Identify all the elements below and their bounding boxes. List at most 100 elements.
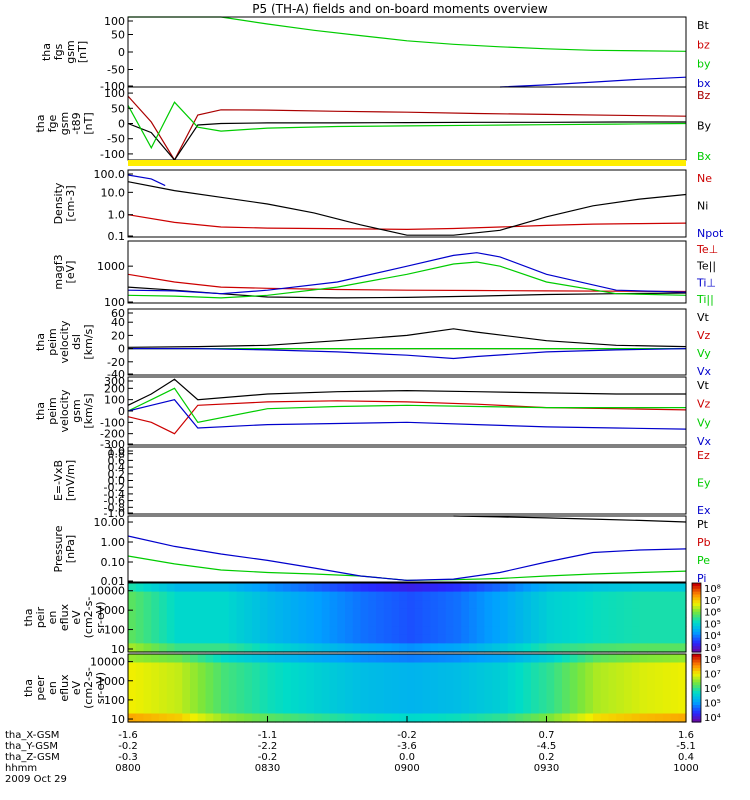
heatmap-cell — [531, 600, 540, 610]
heatmap-cell — [430, 617, 439, 627]
heatmap-cell — [298, 643, 307, 653]
heatmap-cell — [259, 696, 269, 706]
colorbar-step — [692, 646, 701, 650]
heatmap-cell — [329, 617, 338, 627]
heatmap-cell — [515, 643, 524, 653]
heatmap-cell — [352, 600, 362, 610]
y-tick-label: 0.6 — [108, 454, 126, 467]
colorbar-label: 10⁸ — [704, 584, 721, 595]
heatmap-cell — [368, 671, 377, 681]
heatmap-cell — [531, 626, 540, 636]
heatmap-cell — [236, 713, 245, 723]
heatmap-cell — [182, 617, 191, 627]
heatmap-cell — [469, 713, 478, 723]
heatmap-cell — [492, 617, 501, 627]
heatmap-cell — [438, 591, 447, 601]
heatmap-cell — [368, 608, 377, 619]
heatmap-cell — [507, 583, 517, 593]
heatmap-cell — [655, 608, 664, 619]
heatmap-cell — [128, 600, 137, 610]
heatmap-cell — [368, 705, 377, 715]
heatmap-cell — [469, 705, 478, 715]
heatmap-cell — [205, 662, 214, 672]
heatmap-cell — [678, 600, 687, 610]
heatmap-cell — [414, 643, 424, 653]
heatmap-cell — [569, 662, 579, 672]
heatmap-cell — [507, 679, 517, 689]
heatmap-cell — [221, 608, 230, 619]
heatmap-cell — [484, 671, 493, 681]
heatmap-cell — [151, 696, 160, 706]
heatmap-cell — [228, 643, 238, 653]
heatmap-cell — [383, 662, 393, 672]
heatmap-cell — [283, 634, 292, 644]
heatmap-cell — [461, 634, 470, 644]
heatmap-cell — [500, 705, 509, 715]
heatmap-cell — [221, 600, 230, 610]
heatmap-cell — [562, 634, 571, 644]
heatmap-cell — [422, 654, 431, 664]
legend-entry: Pt — [697, 518, 709, 531]
heatmap-cell — [593, 608, 602, 619]
heatmap-cell — [252, 705, 261, 715]
heatmap-cell — [554, 583, 563, 593]
heatmap-cell — [492, 600, 501, 610]
chart-title: P5 (TH-A) fields and on-board moments ov… — [252, 2, 548, 16]
heatmap-cell — [562, 600, 571, 610]
heatmap-cell — [507, 643, 517, 653]
y-axis-label: tha — [34, 114, 47, 132]
y-axis-label: tha — [22, 608, 35, 626]
heatmap-cell — [461, 600, 470, 610]
heatmap-cell — [422, 600, 431, 610]
heatmap-cell — [577, 705, 586, 715]
heatmap-cell — [151, 679, 160, 689]
heatmap-cell — [166, 662, 176, 672]
heatmap-cell — [593, 696, 602, 706]
heatmap-cell — [608, 643, 617, 653]
heatmap-cell — [430, 600, 439, 610]
x-tick-label: -0.2 — [258, 752, 278, 763]
heatmap-cell — [159, 626, 168, 636]
heatmap-cell — [383, 696, 393, 706]
heatmap-cell — [376, 662, 385, 672]
heatmap-cell — [445, 679, 455, 689]
heatmap-cell — [662, 608, 672, 619]
heatmap-cell — [159, 643, 168, 653]
heatmap-cell — [174, 591, 183, 601]
heatmap-cell — [585, 705, 594, 715]
heatmap-cell — [259, 705, 269, 715]
heatmap-cell — [360, 671, 369, 681]
heatmap-cell — [407, 705, 416, 715]
y-axis-label: (cm2-s- — [82, 667, 95, 709]
heatmap-cell — [337, 705, 346, 715]
heatmap-cell — [283, 608, 292, 619]
y-axis-label: velocity — [58, 320, 71, 363]
heatmap-cell — [244, 679, 253, 689]
heatmap-cell — [166, 643, 176, 653]
heatmap-cell — [166, 688, 176, 698]
heatmap-cell — [329, 600, 338, 610]
x-tick-label: -1.6 — [118, 730, 138, 741]
heatmap-cell — [655, 688, 664, 698]
heatmap-cell — [655, 626, 664, 636]
heatmap-cell — [345, 654, 354, 664]
y-axis-label: eV — [70, 680, 83, 695]
heatmap-cell — [329, 591, 338, 601]
heatmap-cell — [631, 705, 641, 715]
plot-frame — [127, 169, 687, 238]
heatmap-cell — [205, 583, 214, 593]
heatmap-cell — [577, 617, 586, 627]
heatmap-cell — [531, 671, 540, 681]
heatmap-cell — [600, 679, 610, 689]
legend-entry: Ti|| — [696, 293, 714, 306]
heatmap-cell — [298, 626, 307, 636]
y-axis-label: dsl — [70, 334, 83, 350]
heatmap-cell — [569, 679, 579, 689]
heatmap-cell — [469, 671, 478, 681]
heatmap-cell — [221, 654, 230, 664]
heatmap-cell — [476, 591, 486, 601]
colorbar-step — [692, 614, 701, 619]
heatmap-cell — [314, 583, 323, 593]
heatmap-cell — [476, 600, 486, 610]
heatmap-cell — [655, 654, 664, 664]
